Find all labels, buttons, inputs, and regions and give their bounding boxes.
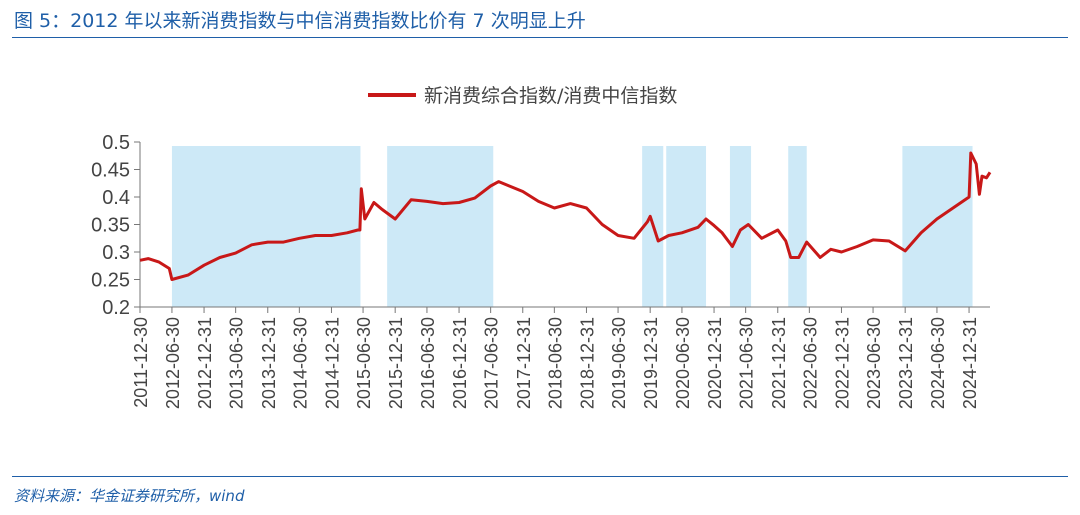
x-tick-label: 2014-06-30 — [290, 317, 310, 409]
shaded-period-6 — [788, 146, 807, 307]
shaded-period-5 — [729, 146, 752, 307]
x-tick-label: 2015-06-30 — [354, 317, 374, 409]
y-tick-label: 0.25 — [91, 270, 130, 292]
x-tick-label: 2014-12-31 — [322, 317, 342, 409]
x-tick-label: 2015-12-31 — [386, 317, 406, 409]
shaded-period-7 — [902, 146, 973, 307]
x-tick-label: 2022-12-31 — [832, 317, 852, 409]
y-tick-label: 0.5 — [102, 132, 130, 154]
x-tick-label: 2017-12-31 — [514, 317, 534, 409]
x-tick-label: 2012-06-30 — [163, 317, 183, 409]
x-tick-label: 2024-06-30 — [928, 317, 948, 409]
source-divider — [12, 476, 1068, 477]
series-line — [139, 151, 992, 281]
x-tick-label: 2021-06-30 — [737, 317, 757, 409]
x-tick-label: 2018-12-31 — [577, 317, 597, 409]
y-tick-label: 0.35 — [91, 215, 130, 237]
shaded-periods — [171, 146, 973, 307]
x-tick-label: 2012-12-31 — [195, 317, 215, 409]
legend: 新消费综合指数/消费中信指数 — [368, 85, 677, 107]
x-tick-label: 2011-12-30 — [131, 317, 151, 408]
x-tick-label: 2017-06-30 — [482, 317, 502, 409]
y-tick-label: 0.4 — [102, 187, 130, 209]
x-tick-label: 2013-12-31 — [259, 317, 279, 409]
x-tick-label: 2024-12-31 — [960, 317, 980, 409]
title-divider — [12, 37, 1068, 38]
x-tick-label: 2019-12-31 — [641, 317, 661, 409]
legend-label: 新消费综合指数/消费中信指数 — [424, 85, 677, 107]
x-tick-label: 2023-12-31 — [896, 317, 916, 409]
x-tick-label: 2022-06-30 — [800, 317, 820, 409]
shaded-period-1 — [171, 146, 361, 307]
x-tick-label: 2018-06-30 — [545, 317, 565, 409]
x-tick-label: 2020-06-30 — [673, 317, 693, 409]
x-tick-label: 2019-06-30 — [609, 317, 629, 409]
x-tick-label: 2013-06-30 — [227, 317, 247, 409]
x-tick-label: 2023-06-30 — [864, 317, 884, 409]
x-tick-label: 2020-12-31 — [705, 317, 725, 409]
x-tick-label: 2021-12-31 — [769, 317, 789, 409]
y-tick-label: 0.45 — [91, 160, 130, 182]
y-tick-label: 0.3 — [102, 242, 130, 264]
x-tick-label: 2016-06-30 — [418, 317, 438, 409]
y-tick-label: 0.2 — [102, 297, 130, 319]
figure-title: 图 5：2012 年以来新消费指数与中信消费指数比价有 7 次明显上升 — [14, 10, 586, 32]
x-tick-label: 2016-12-31 — [450, 317, 470, 409]
source-note: 资料来源：华金证券研究所，wind — [14, 487, 245, 505]
shaded-period-2 — [387, 146, 494, 307]
